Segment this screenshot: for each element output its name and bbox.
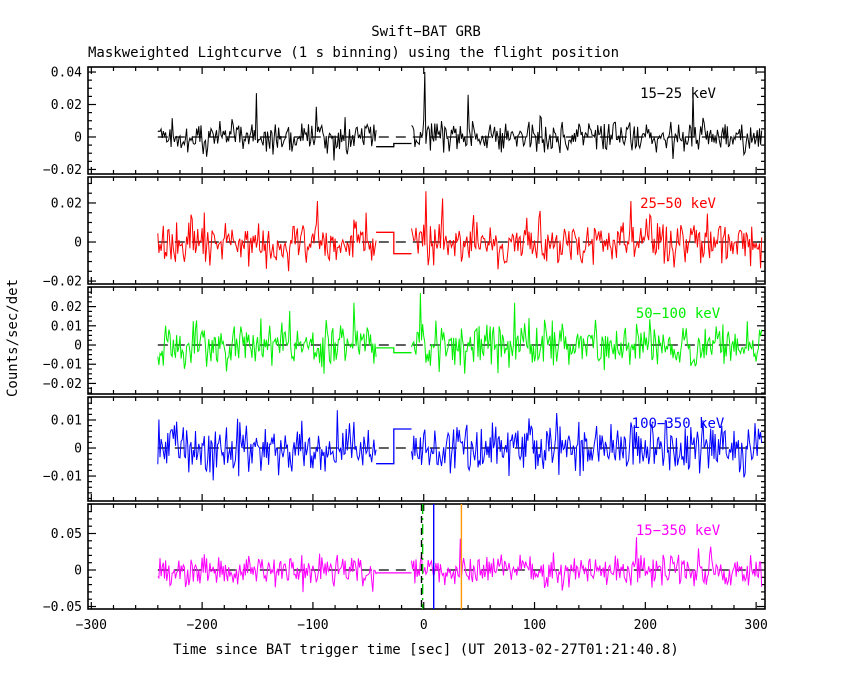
x-tick-label: −200 (186, 618, 217, 633)
energy-band-label: 25−50 keV (640, 196, 716, 212)
y-tick-label: 0 (74, 339, 82, 354)
y-tick-label: −0.01 (43, 358, 82, 373)
lightcurve-trace (157, 93, 377, 161)
lightcurve-trace (157, 200, 377, 272)
x-tick-label: 200 (634, 618, 657, 633)
y-tick-label: −0.05 (43, 600, 82, 615)
y-tick-label: 0 (74, 236, 82, 251)
x-tick-label: 0 (420, 618, 428, 633)
panel-100-350-keV: −0.01 0 0.01 100−350 keV (43, 396, 766, 502)
energy-band-label: 15−350 keV (636, 523, 721, 539)
panel-25-50-keV: −0.02 0 0.02 25−50 keV (43, 176, 766, 290)
y-tick-label: 0.02 (51, 98, 82, 113)
gap-step-line (376, 142, 412, 148)
chart-title: Swift−BAT GRB (371, 24, 481, 40)
y-tick-label: −0.01 (43, 470, 82, 485)
y-tick-label: −0.02 (43, 275, 82, 290)
y-tick-label: −0.02 (43, 163, 82, 178)
y-tick-label: −0.02 (43, 377, 82, 392)
y-tick-label: 0.02 (51, 300, 82, 315)
energy-band-label: 50−100 keV (636, 306, 721, 322)
y-tick-label: 0 (74, 130, 82, 145)
energy-band-label: 100−350 keV (632, 416, 725, 432)
gap-step-line (376, 347, 412, 354)
y-tick-label: 0.01 (51, 413, 82, 428)
gap-step-line (376, 428, 412, 465)
energy-band-label: 15−25 keV (640, 86, 716, 102)
y-tick-label: 0.05 (51, 527, 82, 542)
lightcurve-trace (411, 412, 763, 478)
panels-group: −0.02 0 0.02 0.04 15−25 keV −0.02 0 0.02 25−50 k… (43, 66, 768, 633)
y-tick-label: 0.02 (51, 196, 82, 211)
panel-frame (87, 503, 766, 610)
lightcurve-trace (157, 553, 377, 593)
x-tick-label: 100 (523, 618, 546, 633)
panel-15-350-keV: −0.05 0 0.05 15−350 keV −300 −200 −100 0 100 200 3… (43, 503, 768, 633)
panel-frame (87, 396, 766, 502)
lightcurve-trace (411, 71, 763, 160)
panel-frame (87, 176, 766, 285)
lightcurve-trace (157, 410, 377, 481)
panel-frame (87, 66, 766, 175)
panel-50-100-keV: −0.02 −0.01 0 0.01 0.02 50−100 keV (43, 286, 766, 395)
lightcurve-trace (157, 302, 377, 374)
y-axis-label: Counts/sec/det (5, 279, 21, 397)
panel-15-25-keV: −0.02 0 0.02 0.04 15−25 keV (43, 66, 766, 178)
y-tick-label: 0 (74, 564, 82, 579)
lightcurve-trace (411, 537, 763, 591)
x-tick-label: −300 (76, 618, 107, 633)
lightcurve-trace (411, 293, 763, 374)
x-tick-label: −100 (297, 618, 328, 633)
y-tick-label: 0.01 (51, 319, 82, 334)
x-axis-label: Time since BAT trigger time [sec] (UT 20… (173, 642, 679, 658)
gap-step-line (376, 231, 412, 255)
chart-subtitle: Maskweighted Lightcurve (1 s binning) us… (88, 45, 619, 61)
x-tick-label: 300 (744, 618, 767, 633)
lightcurve-trace (411, 191, 763, 270)
y-tick-label: 0 (74, 442, 82, 457)
y-tick-label: 0.04 (51, 66, 82, 81)
